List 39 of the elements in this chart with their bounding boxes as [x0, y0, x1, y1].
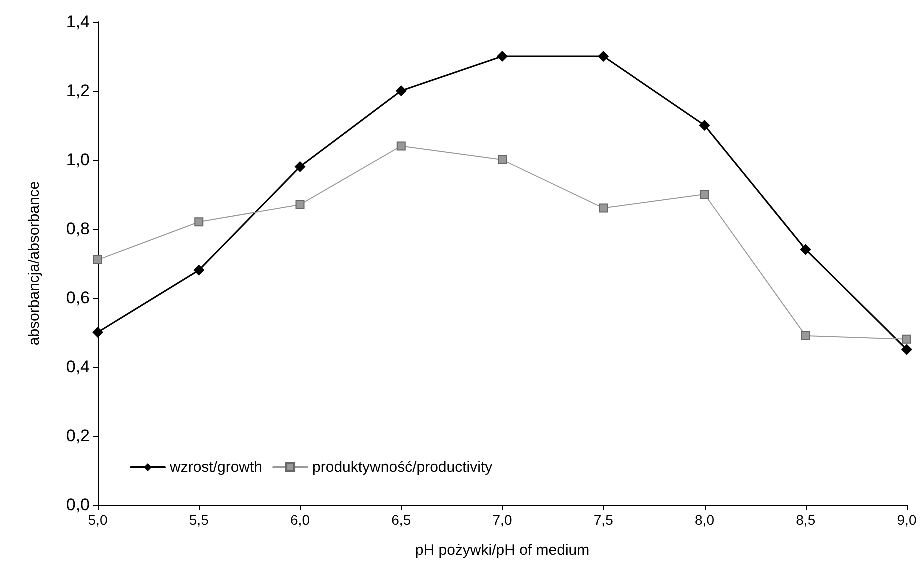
x-tick-label: 6,5	[392, 512, 412, 528]
legend-label: wzrost/growth	[169, 459, 263, 476]
point	[700, 190, 710, 199]
point	[599, 204, 608, 213]
y-tick-label: 0,8	[66, 220, 90, 238]
x-tick-label: 7,5	[594, 512, 614, 528]
point	[598, 51, 610, 62]
legend-label: produktywność/productivity	[312, 459, 494, 476]
point	[497, 51, 508, 62]
point	[194, 218, 204, 227]
y-axis-title: absorbancja/absorbance	[26, 181, 43, 346]
point	[902, 334, 912, 344]
point	[699, 120, 710, 131]
point	[296, 200, 305, 210]
point	[94, 256, 102, 265]
x-tick-label: 8,0	[695, 512, 715, 528]
point	[801, 331, 810, 340]
x-axis-title: pH pożywki/pH of medium	[415, 542, 590, 559]
point	[396, 142, 406, 151]
y-tick-label: 0,6	[66, 288, 90, 308]
point	[294, 161, 306, 172]
x-tick-label: 5,0	[88, 512, 108, 528]
y-tick-label: 1,0	[66, 150, 90, 170]
x-tick-label: 9,0	[897, 512, 917, 528]
point	[92, 327, 104, 338]
point	[396, 86, 407, 96]
point	[902, 344, 912, 356]
point	[800, 244, 812, 256]
y-tick-label: 1,4	[66, 12, 90, 32]
x-tick-label: 7,0	[492, 512, 512, 528]
x-tick-label: 5,5	[189, 512, 210, 528]
y-tick-label: 0,2	[66, 426, 90, 446]
point	[194, 264, 205, 276]
x-tick-label: 6,0	[290, 512, 310, 528]
y-tick-label: 0,0	[66, 496, 90, 514]
x-tick-label: 8,5	[796, 512, 816, 528]
point	[498, 156, 507, 164]
y-tick-label: 0,4	[66, 358, 90, 376]
y-tick-label: 1,2	[66, 82, 90, 100]
